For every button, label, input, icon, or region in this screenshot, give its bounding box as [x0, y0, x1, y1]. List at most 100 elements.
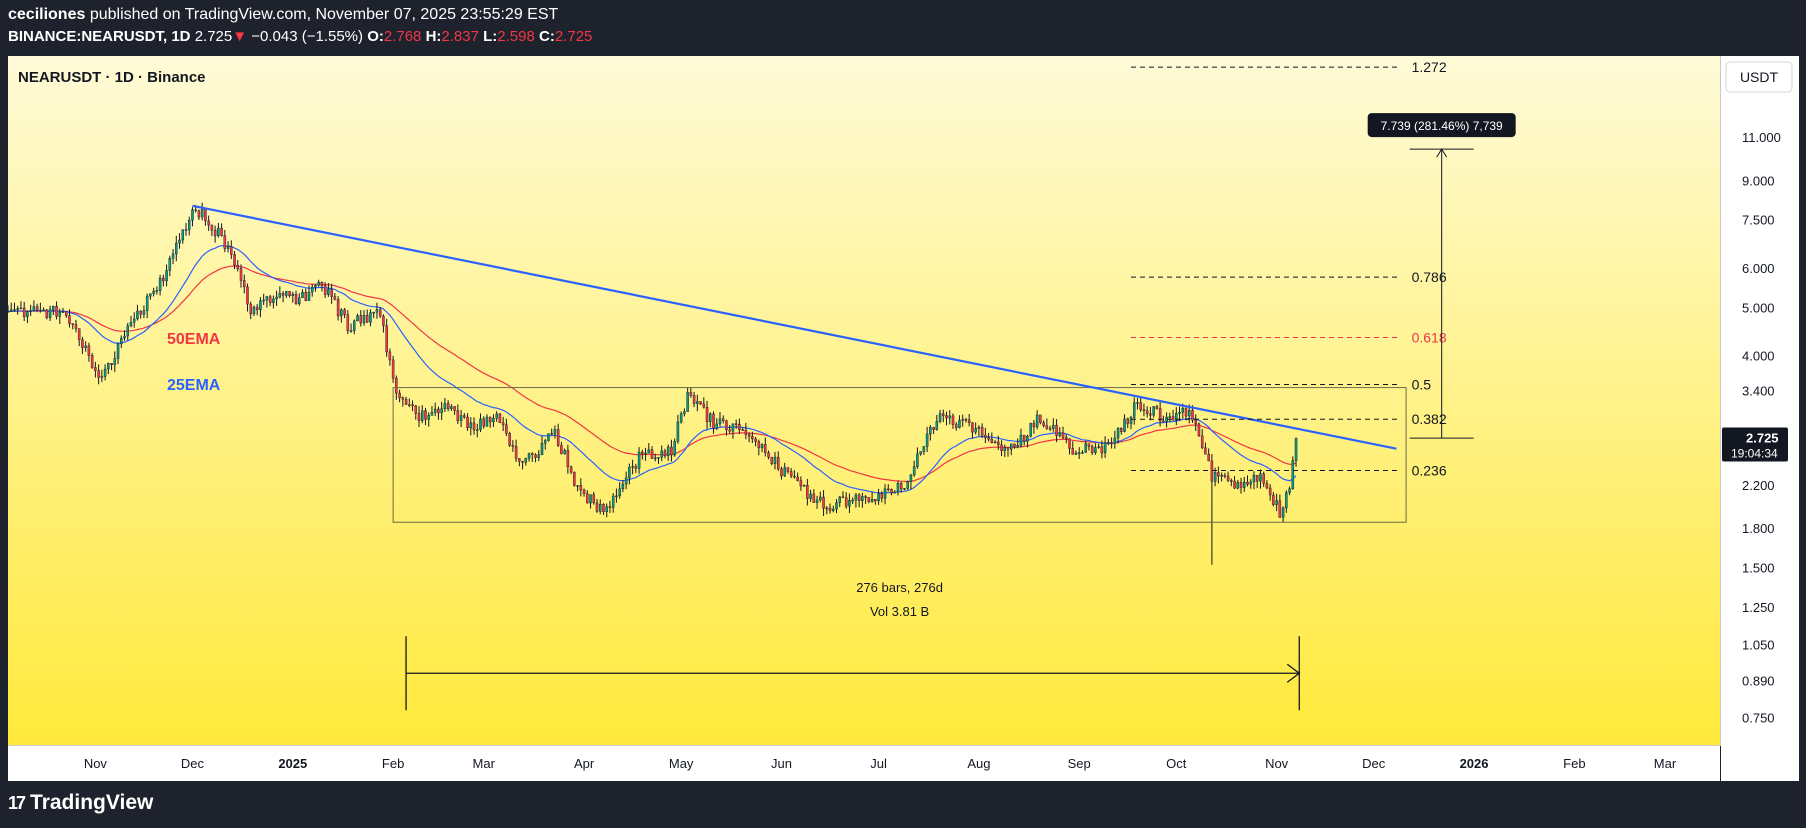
candle[interactable] [1210, 454, 1214, 565]
candle[interactable] [1252, 471, 1256, 490]
candle[interactable] [168, 255, 172, 277]
candle[interactable] [378, 307, 382, 319]
candle[interactable] [262, 293, 265, 305]
candle[interactable] [226, 241, 230, 253]
candle[interactable] [129, 315, 133, 328]
candle[interactable] [945, 411, 948, 426]
candle[interactable] [259, 297, 262, 318]
candle[interactable] [369, 309, 372, 327]
candle[interactable] [197, 209, 201, 221]
candle[interactable] [498, 413, 502, 424]
candle[interactable] [990, 432, 994, 444]
candle[interactable] [9, 302, 13, 312]
candle[interactable] [880, 491, 884, 503]
candle[interactable] [942, 409, 945, 423]
candle[interactable] [932, 426, 935, 435]
candle[interactable] [411, 400, 414, 412]
candle[interactable] [430, 406, 434, 416]
candle[interactable] [844, 492, 848, 509]
candle[interactable] [1068, 438, 1071, 455]
candle[interactable] [343, 307, 346, 319]
candle[interactable] [275, 290, 278, 307]
candle[interactable] [103, 364, 107, 381]
candle[interactable] [268, 294, 272, 307]
candle[interactable] [841, 491, 845, 499]
candle[interactable] [1246, 475, 1249, 487]
candle[interactable] [741, 427, 744, 431]
candle[interactable] [838, 496, 841, 508]
candle[interactable] [1006, 447, 1010, 457]
candle[interactable] [61, 307, 65, 314]
candle[interactable] [94, 361, 97, 378]
candle[interactable] [1288, 486, 1291, 496]
candle[interactable] [68, 309, 71, 328]
candle[interactable] [958, 415, 961, 429]
candle[interactable] [1032, 420, 1036, 434]
candle[interactable] [1223, 472, 1227, 479]
candle[interactable] [149, 293, 152, 300]
candle[interactable] [573, 471, 576, 487]
candle[interactable] [1259, 469, 1262, 489]
candle[interactable] [32, 300, 36, 312]
candle[interactable] [760, 443, 764, 453]
candle[interactable] [683, 408, 686, 417]
candle[interactable] [857, 493, 861, 508]
candle[interactable] [802, 484, 806, 487]
candle[interactable] [997, 435, 1000, 450]
candle[interactable] [747, 432, 751, 443]
candle[interactable] [770, 456, 774, 466]
candle[interactable] [608, 500, 612, 513]
candle[interactable] [980, 423, 984, 438]
candle[interactable] [113, 351, 117, 373]
candle[interactable] [220, 223, 223, 237]
candle[interactable] [107, 362, 110, 375]
candle[interactable] [1113, 430, 1117, 449]
candle[interactable] [666, 444, 670, 461]
candle[interactable] [492, 414, 495, 427]
candle[interactable] [686, 387, 689, 412]
candle[interactable] [984, 427, 987, 444]
candle[interactable] [1139, 396, 1142, 412]
candle[interactable] [1236, 479, 1240, 490]
candle[interactable] [582, 488, 586, 497]
candle[interactable] [1272, 492, 1275, 507]
candle[interactable] [424, 407, 427, 426]
candle[interactable] [906, 480, 909, 490]
candle[interactable] [767, 450, 770, 460]
candle[interactable] [120, 335, 123, 349]
candle[interactable] [540, 435, 544, 456]
candle[interactable] [1126, 417, 1130, 429]
candle[interactable] [925, 426, 929, 453]
candle[interactable] [48, 305, 52, 322]
candle[interactable] [974, 422, 977, 435]
candle[interactable] [1239, 477, 1243, 494]
candle[interactable] [560, 441, 563, 455]
candle[interactable] [278, 286, 282, 299]
candle[interactable] [1110, 437, 1113, 449]
time-axis[interactable] [8, 745, 1720, 781]
candle[interactable] [1152, 406, 1155, 418]
candle[interactable] [450, 404, 453, 412]
candle[interactable] [796, 472, 799, 482]
candle[interactable] [1107, 439, 1110, 446]
candle[interactable] [679, 411, 683, 424]
candle[interactable] [1200, 428, 1204, 450]
candle[interactable] [1074, 450, 1078, 455]
candle[interactable] [673, 438, 676, 457]
candle[interactable] [1045, 418, 1049, 430]
candle[interactable] [440, 401, 443, 421]
candle[interactable] [1035, 410, 1039, 430]
candle[interactable] [851, 497, 854, 504]
candle[interactable] [145, 293, 149, 319]
candle[interactable] [637, 447, 641, 474]
candle[interactable] [1175, 407, 1178, 426]
candle[interactable] [676, 414, 680, 444]
candle[interactable] [783, 462, 786, 477]
candle[interactable] [446, 400, 450, 412]
candle[interactable] [365, 309, 369, 323]
candle[interactable] [505, 418, 508, 437]
candle[interactable] [420, 405, 424, 424]
candle[interactable] [90, 353, 94, 369]
candle[interactable] [207, 215, 210, 231]
candle[interactable] [1029, 422, 1032, 438]
